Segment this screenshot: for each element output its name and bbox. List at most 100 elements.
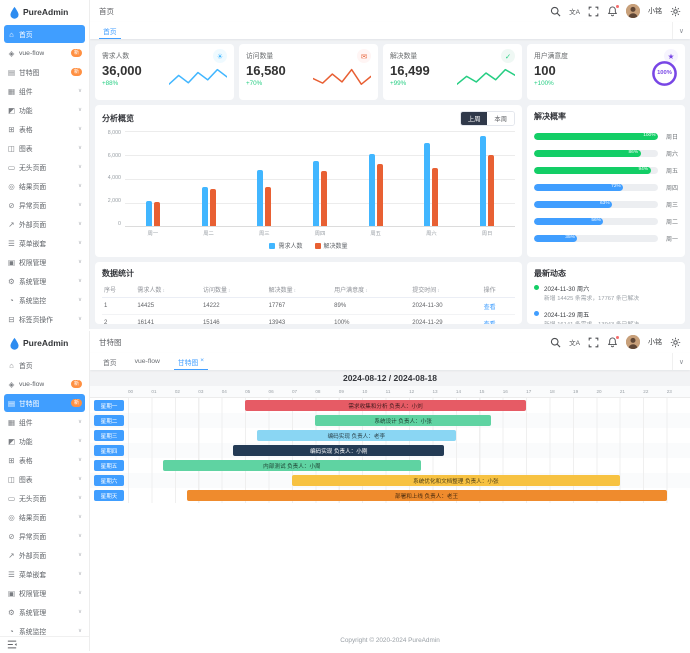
sidebar-item[interactable]: ◔ 系统监控 ∨ bbox=[4, 291, 85, 309]
sidebar-item[interactable]: ▣ 权限管理 ∨ bbox=[4, 584, 85, 602]
gantt-day-button[interactable]: 星期五 bbox=[94, 460, 124, 471]
table-column-header[interactable]: 解决数量↕ bbox=[266, 282, 333, 298]
sidebar-item-label: 标签页操作 bbox=[19, 317, 53, 324]
sort-icon[interactable]: ↕ bbox=[437, 288, 440, 294]
translate-icon[interactable]: 文A bbox=[569, 340, 580, 347]
sidebar-item[interactable]: ◎ 结果页面 ∨ bbox=[4, 508, 85, 526]
stat-value: 100 bbox=[534, 63, 556, 78]
sidebar-item[interactable]: ⊞ 表格 ∨ bbox=[4, 451, 85, 469]
sidebar-item[interactable]: ▤ 甘特图 新 ∨ bbox=[4, 394, 85, 412]
tabs-menu-button[interactable]: ∨ bbox=[671, 353, 690, 370]
sidebar-item[interactable]: ⌂ 首页 ∨ bbox=[4, 25, 85, 43]
sidebar-item[interactable]: ▤ 甘特图 新 ∨ bbox=[4, 63, 85, 81]
app-logo[interactable]: PureAdmin bbox=[0, 0, 89, 24]
sidebar-item[interactable]: ◩ 功能 ∨ bbox=[4, 101, 85, 119]
legend-item[interactable]: 需求人数 bbox=[269, 241, 303, 250]
sidebar-item[interactable]: ↗ 外部页面 ∨ bbox=[4, 546, 85, 564]
table-column-header[interactable]: 操作↕ bbox=[481, 282, 515, 298]
sidebar-item[interactable]: ⌂ 首页 ∨ bbox=[4, 356, 85, 374]
page-tab[interactable]: 首页 × bbox=[94, 353, 126, 370]
sidebar-item[interactable]: ◔ 系统监控 ∨ bbox=[4, 622, 85, 637]
table-column-header[interactable]: 访问数量↕ bbox=[200, 282, 267, 298]
gantt-day-button[interactable]: 星期一 bbox=[94, 400, 124, 411]
sort-icon[interactable]: ↕ bbox=[162, 288, 165, 294]
page-tab[interactable]: 甘特图 × bbox=[169, 353, 213, 370]
sidebar-item[interactable]: ◈ vue-flow 新 ∨ bbox=[4, 375, 85, 393]
sidebar-item[interactable]: ⚙ 系统管理 ∨ bbox=[4, 603, 85, 621]
sidebar-item[interactable]: ☰ 菜单嵌套 ∨ bbox=[4, 234, 85, 252]
avatar[interactable] bbox=[626, 335, 640, 349]
gantt-task-bar[interactable]: 系统优化和文档整理 负责人：小张 bbox=[291, 475, 620, 486]
sidebar-item[interactable]: ◩ 功能 ∨ bbox=[4, 432, 85, 450]
search-icon[interactable] bbox=[550, 6, 561, 17]
week-toggle-button[interactable]: 本周 bbox=[487, 112, 514, 125]
sidebar-item[interactable]: ◈ vue-flow 新 ∨ bbox=[4, 44, 85, 62]
gantt-row: 星期四 编码实现 负责人：小刚 bbox=[90, 443, 690, 458]
gantt-day-button[interactable]: 星期四 bbox=[94, 445, 124, 456]
gantt-row: 星期六 系统优化和文档整理 负责人：小张 bbox=[90, 473, 690, 488]
gantt-task-bar[interactable]: 系统设计 负责人：小张 bbox=[315, 415, 491, 426]
features-icon: ◩ bbox=[7, 105, 16, 115]
nested-menu-icon: ☰ bbox=[8, 569, 15, 579]
notification-bell-icon[interactable] bbox=[607, 3, 620, 17]
gantt-day-button[interactable]: 星期天 bbox=[94, 490, 124, 501]
avatar[interactable] bbox=[626, 4, 640, 18]
gantt-day-button[interactable]: 星期三 bbox=[94, 430, 124, 441]
notification-bell-icon[interactable] bbox=[607, 334, 620, 348]
gantt-task-bar[interactable]: 编码实现 负责人：小刚 bbox=[233, 445, 445, 456]
sidebar-item[interactable]: ◫ 图表 ∨ bbox=[4, 139, 85, 157]
close-icon[interactable]: × bbox=[200, 357, 205, 365]
sidebar-item[interactable]: ▦ 组件 ∨ bbox=[4, 82, 85, 100]
sort-icon[interactable]: ↕ bbox=[227, 288, 231, 294]
sidebar-item[interactable]: ⊘ 异常页面 ∨ bbox=[4, 527, 85, 545]
settings-gear-icon[interactable] bbox=[670, 6, 681, 17]
sidebar-item[interactable]: ⚙ 系统管理 ∨ bbox=[4, 272, 85, 290]
tabs-menu-button[interactable]: ∨ bbox=[671, 22, 690, 39]
page-tab[interactable]: 首页 × bbox=[94, 22, 126, 39]
sidebar-item[interactable]: ◎ 结果页面 ∨ bbox=[4, 177, 85, 195]
gantt-task-bar[interactable]: 需求收集和分析 负责人：小刘 bbox=[245, 400, 527, 411]
fullscreen-icon[interactable] bbox=[588, 337, 599, 348]
sidebar-item[interactable]: ▦ 组件 ∨ bbox=[4, 413, 85, 431]
gantt-icon: ▤ bbox=[7, 398, 16, 408]
sidebar-item[interactable]: ▭ 无头页面 ∨ bbox=[4, 158, 85, 176]
page-tab[interactable]: vue-flow × bbox=[126, 353, 169, 370]
bar bbox=[209, 189, 216, 226]
footer-copyright: Copyright © 2020-2024 PureAdmin bbox=[340, 637, 440, 644]
sidebar-item[interactable]: ◫ 图表 ∨ bbox=[4, 470, 85, 488]
stat-delta: +99% bbox=[390, 79, 407, 87]
chart-legend: 需求人数 解决数量 bbox=[102, 241, 515, 250]
sidebar-collapse-button[interactable] bbox=[0, 636, 89, 651]
legend-item[interactable]: 解决数量 bbox=[314, 241, 348, 250]
app-logo[interactable]: PureAdmin bbox=[0, 331, 89, 355]
search-icon[interactable] bbox=[550, 337, 561, 348]
sidebar-item[interactable]: ⊞ 表格 ∨ bbox=[4, 120, 85, 138]
table-column-header[interactable]: 需求人数↕ bbox=[135, 282, 201, 298]
gantt-day-button[interactable]: 星期六 bbox=[94, 475, 124, 486]
sidebar-item[interactable]: ⊟ 标签页操作 ∨ bbox=[4, 310, 85, 328]
translate-icon[interactable]: 文A bbox=[569, 9, 580, 16]
stat-delta: +88% bbox=[102, 79, 119, 87]
table-column-header[interactable]: 提交时间↕ bbox=[410, 282, 482, 298]
sidebar-item[interactable]: ▣ 权限管理 ∨ bbox=[4, 253, 85, 271]
sidebar-item[interactable]: ▭ 无头页面 ∨ bbox=[4, 489, 85, 507]
week-toggle-button[interactable]: 上周 bbox=[460, 112, 488, 125]
gantt-day-button[interactable]: 星期二 bbox=[94, 415, 124, 426]
gantt-task-bar[interactable]: 部署和上线 负责人：老王 bbox=[186, 490, 667, 501]
gantt-task-bar[interactable]: 内部测试 负责人：小周 bbox=[163, 460, 421, 471]
sidebar-item[interactable]: ↗ 外部页面 ∨ bbox=[4, 215, 85, 233]
gantt-task-bar[interactable]: 编码实现 负责人：老李 bbox=[256, 430, 456, 441]
tab-label: 甘特图 bbox=[177, 359, 199, 367]
sort-icon[interactable]: ↕ bbox=[293, 288, 297, 294]
view-link[interactable]: 查看 bbox=[481, 297, 515, 315]
probability-row: 72% 周四 bbox=[534, 183, 678, 192]
settings-gear-icon[interactable] bbox=[670, 337, 681, 348]
fullscreen-icon[interactable] bbox=[588, 6, 599, 17]
sidebar-item[interactable]: ☰ 菜单嵌套 ∨ bbox=[4, 565, 85, 583]
progress-track: 63% bbox=[534, 201, 658, 208]
table-column-header[interactable]: 用户满意度↕ bbox=[332, 282, 411, 298]
sort-icon[interactable]: ↕ bbox=[365, 288, 368, 294]
sidebar-item[interactable]: ⊘ 异常页面 ∨ bbox=[4, 196, 85, 214]
view-link[interactable]: 查看 bbox=[481, 314, 515, 324]
table-column-header[interactable]: 序号↕ bbox=[102, 282, 136, 298]
